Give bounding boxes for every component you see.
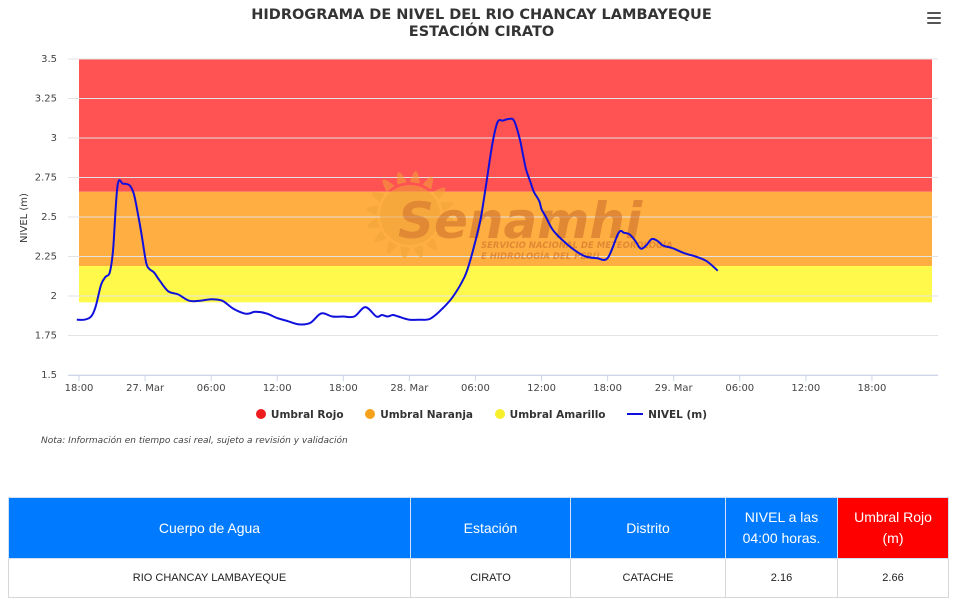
sun-ray [413, 245, 424, 258]
x-tick-label: 12:00 [263, 383, 292, 394]
table-row: RIO CHANCAY LAMBAYEQUE CIRATO CATACHE 2.… [8, 558, 949, 598]
watermark-brand: Senamhi [398, 192, 643, 250]
legend-label: Umbral Amarillo [509, 409, 606, 421]
data-note: Nota: Información en tiempo casi real, s… [41, 436, 348, 446]
y-tick-label: 3.25 [35, 94, 57, 105]
chart-legend: Umbral Rojo Umbral Naranja Umbral Amaril… [0, 409, 963, 421]
sun-icon [366, 171, 454, 259]
col-header: Estación [410, 497, 571, 559]
sun-ray [441, 215, 454, 225]
legend-label: Umbral Naranja [380, 409, 474, 421]
x-tick-label: 27. Mar [126, 383, 165, 394]
sun-ray [386, 240, 398, 254]
legend-item-umbral-rojo[interactable]: Umbral Rojo [255, 409, 344, 421]
nivel-series-line [76, 117, 719, 326]
watermark-line2: E HIDROLOGÍA DEL PERÚ [481, 250, 600, 262]
col-header: NIVEL a las 04:00 horas. [725, 497, 838, 559]
x-tick-label: 28. Mar [390, 383, 429, 394]
sun-ray [435, 227, 449, 239]
y-tick-label: 3 [51, 133, 57, 144]
legend-item-nivel[interactable]: NIVEL (m) [627, 409, 707, 421]
x-tick-label: 06:00 [725, 383, 754, 394]
table-cell: 2.66 [837, 558, 949, 598]
sun-ray [440, 201, 453, 212]
legend-label: Umbral Rojo [270, 409, 344, 421]
watermark-line1: SERVICIO NACIONAL DE METEOROLOGÍA [481, 239, 673, 251]
threshold-band-1 [79, 191, 933, 266]
table-cell: CIRATO [410, 558, 571, 598]
x-tick-label: 18:00 [65, 383, 94, 394]
senamhi-watermark-logo: Senamhi SERVICIO NACIONAL DE METEOROLOGÍ… [366, 171, 673, 262]
sun-ray [422, 176, 434, 190]
x-tick-label: 06:00 [461, 383, 490, 394]
sun-ray [425, 238, 438, 251]
y-tick-label: 1.5 [41, 370, 57, 381]
col-header: Distrito [570, 497, 726, 559]
col-header: Umbral Rojo (m) [837, 497, 949, 559]
x-tick-label: 06:00 [197, 383, 226, 394]
table-cell: CATACHE [570, 558, 726, 598]
chart-subtitle: ESTACIÓN CIRATO [408, 24, 555, 40]
legend-label: NIVEL (m) [648, 409, 708, 421]
legend-marker-yellow [494, 409, 505, 419]
hamburger-menu-icon[interactable] [927, 12, 941, 27]
x-tick-label: 12:00 [527, 383, 556, 394]
sun-ray [382, 179, 395, 192]
y-tick-label: 2 [51, 291, 57, 302]
sun-ray [366, 205, 379, 215]
legend-marker-red [255, 409, 266, 419]
sun-ray [396, 172, 407, 185]
x-tick-label: 29. Mar [655, 383, 694, 394]
x-tick-label: 18:00 [329, 383, 358, 394]
y-tick-label: 2.25 [35, 252, 57, 263]
chart-title: HIDROGRAMA DE NIVEL DEL RIO CHANCAY LAMB… [251, 7, 712, 23]
y-tick-label: 2.5 [41, 212, 57, 223]
y-tick-label: 2.75 [35, 173, 57, 184]
col-header: Cuerpo de Agua [8, 497, 411, 559]
y-tick-label: 3.5 [41, 54, 57, 65]
hydrograph-chart: Senamhi SERVICIO NACIONAL DE METEOROLOGÍ… [19, 54, 938, 394]
table-header-row: Cuerpo de Agua Estación Distrito NIVEL a… [8, 497, 949, 559]
legend-marker-line [627, 413, 644, 415]
legend-item-umbral-amarillo[interactable]: Umbral Amarillo [494, 409, 606, 421]
sun-ray [410, 171, 420, 184]
x-tick-label: 18:00 [858, 383, 887, 394]
sun-ray [367, 218, 380, 229]
table-cell: 2.16 [725, 558, 838, 598]
y-tick-label: 1.75 [35, 331, 57, 342]
threshold-band-2 [79, 265, 933, 303]
sun-ray [400, 246, 410, 259]
sun-ray [371, 191, 385, 203]
sun-ray [433, 187, 446, 200]
x-tick-label: 12:00 [791, 383, 820, 394]
sun-ray [374, 230, 387, 243]
threshold-band-0 [79, 59, 933, 192]
legend-item-umbral-naranja[interactable]: Umbral Naranja [365, 409, 473, 421]
table-cell: RIO CHANCAY LAMBAYEQUE [8, 558, 411, 598]
legend-marker-orange [365, 409, 376, 419]
station-table: Cuerpo de Agua Estación Distrito NIVEL a… [8, 497, 949, 598]
x-tick-label: 18:00 [593, 383, 622, 394]
y-axis-label: NIVEL (m) [19, 193, 30, 243]
